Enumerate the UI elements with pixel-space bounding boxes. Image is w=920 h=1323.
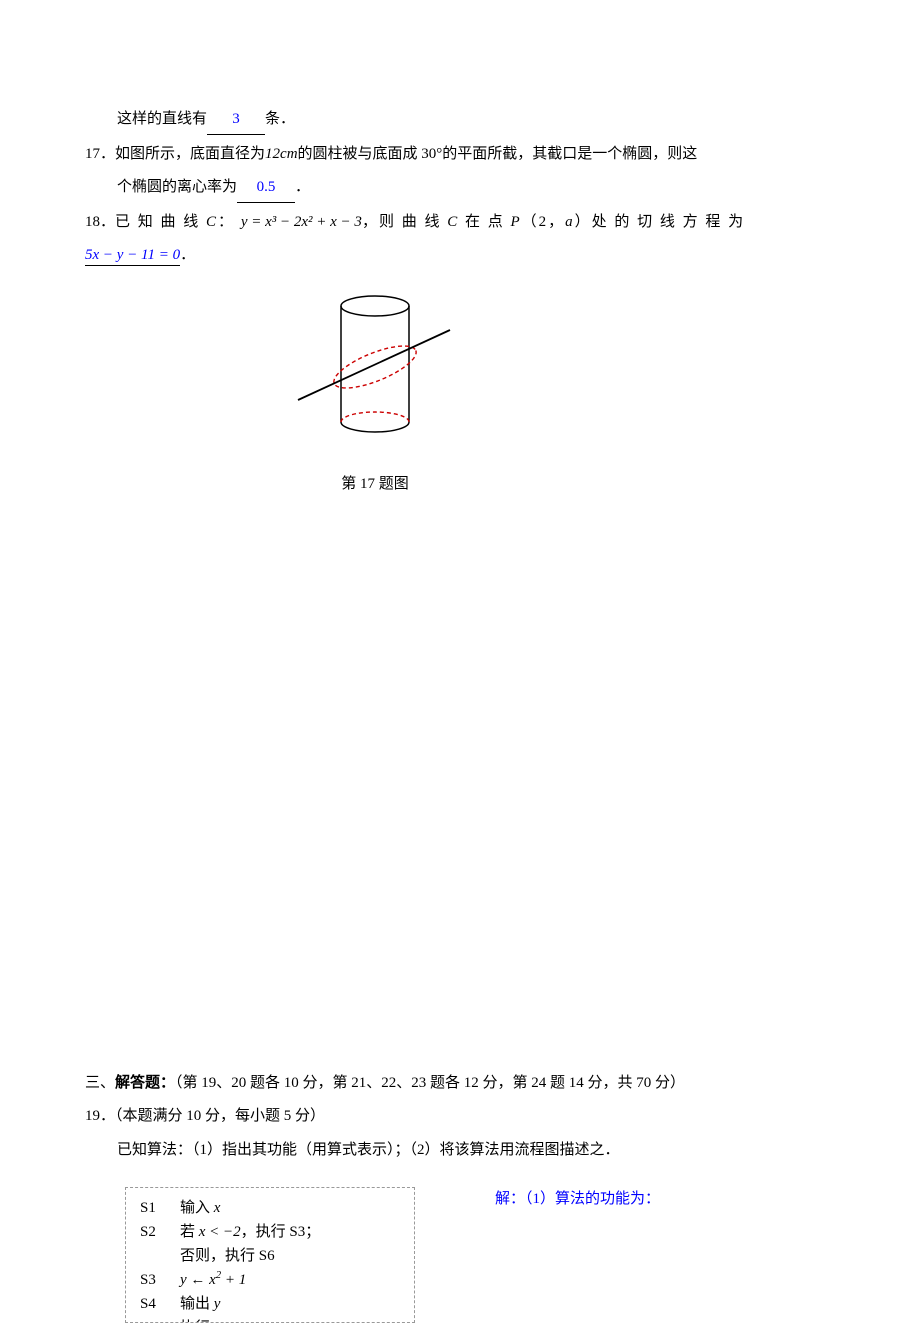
algo-s3: S3 y ← x2 + 1: [140, 1268, 400, 1292]
q18-number: 18．: [85, 214, 115, 230]
q17-body-c: 个椭圆的离心率为: [117, 179, 237, 195]
algo-s5-label: S5: [140, 1316, 166, 1323]
algo-s4: S4 输出 y: [140, 1292, 400, 1316]
q18-equation: y = x³ − 2x² + x − 3: [241, 214, 362, 230]
section-3-block: 三、解答题：（第 19、20 题各 10 分，第 21、22、23 题各 12 …: [85, 1069, 835, 1323]
algo-s1: S1 输入 x: [140, 1196, 400, 1220]
q17-body-b: 的圆柱被与底面成 30°的平面所截，其截口是一个椭圆，则这: [298, 146, 698, 162]
q19-scoring: （本题满分 10 分，每小题 5 分）: [115, 1108, 325, 1124]
q18-answer: 5x − y − 11 = 0: [85, 247, 180, 266]
algo-s1-text: 输入 x: [180, 1196, 220, 1220]
q17-line2: 个椭圆的离心率为0.5．: [85, 173, 835, 203]
q19-header: 19．（本题满分 10 分，每小题 5 分）: [85, 1102, 835, 1131]
q19-number: 19．: [85, 1108, 115, 1124]
section-3-number: 三、: [85, 1075, 115, 1091]
q18-point-p: P: [510, 214, 521, 230]
q18-paren: （2，: [522, 214, 566, 230]
q17-number: 17．: [85, 146, 115, 162]
q18-curve-c-2: C: [447, 214, 459, 230]
q18-body-a: 已 知 曲 线: [115, 214, 206, 230]
q18-curve-c: C: [206, 214, 218, 230]
algo-s3-label: S3: [140, 1268, 166, 1292]
algo-s4-text: 输出 y: [180, 1292, 220, 1316]
section-3-title: 解答题：: [115, 1075, 175, 1091]
q19-body: 已知算法：（1）指出其功能（用算式表示）；（2）将该算法用流程图描述之．: [85, 1136, 835, 1165]
algo-s2-label: S2: [140, 1220, 166, 1244]
q18-a: a: [565, 214, 575, 230]
algorithm-box: S1 输入 x S2 若 x < −2，执行 S3； 否则，执行 S6 S3 y…: [125, 1187, 415, 1323]
section-3-scoring: （第 19、20 题各 10 分，第 21、22、23 题各 12 分，第 24…: [175, 1075, 685, 1091]
q17-body-a: 如图所示，底面直径为: [115, 146, 265, 162]
figure-17-caption: 第 17 题图: [265, 470, 485, 499]
algo-s1-label: S1: [140, 1196, 166, 1220]
q18-paren2: ）处 的 切 线 方 程 为: [575, 214, 746, 230]
q16-pre: 这样的直线有: [117, 111, 207, 127]
algo-s2-text: 若 x < −2，执行 S3；: [180, 1220, 320, 1244]
algo-s5-text: 执行 S12: [180, 1316, 237, 1323]
q17-unit: cm: [280, 146, 298, 162]
q18-line1: 18．已 知 曲 线 C： y = x³ − 2x² + x − 3，则 曲 线…: [85, 208, 835, 237]
solution-column: 解：（1）算法的功能为：: [415, 1169, 660, 1214]
algo-s2-else: 否则，执行 S6: [140, 1244, 400, 1268]
figure-17-block: 第 17 题图: [265, 282, 485, 499]
q18-period: ．: [180, 247, 195, 263]
q18-line2: 5x − y − 11 = 0．: [85, 241, 835, 270]
q18-body-b: ，则 曲 线: [362, 214, 447, 230]
q17-diameter: 12: [265, 146, 280, 162]
q16-answer: 3: [207, 105, 265, 135]
algo-s2: S2 若 x < −2，执行 S3；: [140, 1220, 400, 1244]
q18-body-c: 在 点: [459, 214, 510, 230]
algo-s3-expr: y ← x2 + 1: [180, 1268, 246, 1292]
algo-s4-label: S4: [140, 1292, 166, 1316]
q16-trailing-line: 这样的直线有3条．: [85, 105, 835, 135]
section-3-header: 三、解答题：（第 19、20 题各 10 分，第 21、22、23 题各 12 …: [85, 1069, 835, 1098]
q17-line1: 17．如图所示，底面直径为12cm的圆柱被与底面成 30°的平面所截，其截口是一…: [85, 140, 835, 169]
q17-period: ．: [295, 179, 310, 195]
algo-s5: S5 执行 S12: [140, 1316, 400, 1323]
q18-colon: ：: [218, 214, 241, 230]
q19-two-column: S1 输入 x S2 若 x < −2，执行 S3； 否则，执行 S6 S3 y…: [85, 1169, 835, 1323]
q16-post: 条．: [265, 111, 295, 127]
cylinder-figure: [290, 282, 460, 452]
q17-answer: 0.5: [237, 173, 295, 203]
solution-line1: 解：（1）算法的功能为：: [495, 1191, 660, 1207]
